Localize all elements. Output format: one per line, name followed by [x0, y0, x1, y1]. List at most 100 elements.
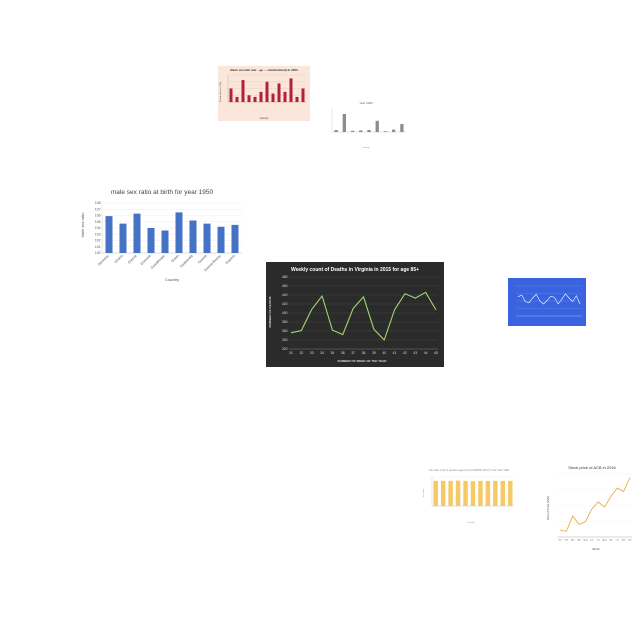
- x-tick-label: Jan: [558, 540, 562, 542]
- blue-line-svg: [516, 285, 582, 317]
- sex-ratio-1985-bar-chart: Sex ratio (m/f) of persons aged 0-14 (UN…: [420, 466, 518, 526]
- y-axis-label: Sex ratio: [422, 488, 425, 497]
- y-axis-label: Price of Stock (VND): [546, 496, 550, 520]
- bar: [400, 124, 404, 132]
- x-tick-label: Grenada: [140, 254, 152, 266]
- bar: [277, 83, 281, 102]
- bar: [375, 120, 379, 132]
- y-tick-label: 102: [95, 239, 101, 243]
- y-axis-label: NUMBER OF DEATHS: [268, 296, 272, 327]
- x-tick-label: Ghana: [114, 254, 124, 264]
- bar: [295, 96, 299, 102]
- x-axis-label: NUMBER OF WEEK OF THE YEAR: [338, 359, 388, 363]
- x-tick-label: 45: [434, 351, 438, 355]
- series-line: [290, 291, 437, 341]
- x-tick-label: Mar: [571, 539, 575, 542]
- bar: [301, 88, 305, 102]
- male-sex-ratio-bar-chart: male sex ratio at birth for year 1950 Ma…: [78, 184, 246, 286]
- bar: [105, 216, 113, 253]
- virginia-deaths-svg: Weekly count of Deaths in Virginia in 20…: [268, 267, 438, 363]
- x-tick-label: Oct: [616, 539, 620, 542]
- x-tick-label: Greece: [127, 254, 138, 265]
- x-tick-label: 33: [310, 351, 314, 355]
- bar: [189, 220, 197, 253]
- x-tick-label: 44: [424, 351, 428, 355]
- x-tick-label: 37: [351, 351, 355, 355]
- x-tick-label: Nov: [622, 540, 627, 542]
- y-tick-label: 380: [282, 320, 288, 324]
- x-tick-label: 36: [341, 351, 345, 355]
- x-axis-label: Country: [260, 117, 270, 120]
- chart-title: Stock price of ACB in 2016: [568, 465, 616, 470]
- x-axis-label: Country: [362, 146, 369, 149]
- chart-title: Sex ratio (m/f) of persons aged 0-14 (UN…: [429, 468, 510, 472]
- bar: [217, 226, 225, 253]
- bar: [342, 114, 346, 132]
- year-2000-svg: Year 2000 Country: [331, 101, 406, 149]
- plot-area: [227, 74, 306, 103]
- bar: [478, 480, 483, 506]
- bar: [231, 224, 239, 253]
- bar: [463, 480, 468, 506]
- acb-stock-line-chart: Stock price of ACB in 2016 Price of Stoc…: [544, 463, 636, 553]
- bar: [265, 81, 269, 102]
- suicide-rate-svg: Mean suicidal rate ...ge ... standardize…: [219, 68, 306, 120]
- y-tick-label: 360: [282, 329, 288, 333]
- y-tick-label: 106: [95, 214, 101, 218]
- bar: [271, 93, 275, 102]
- bar: [359, 130, 363, 132]
- x-tick-label: Jul: [597, 540, 600, 542]
- bar: [508, 480, 513, 506]
- acb-stock-svg: Stock price of ACB in 2016 Price of Stoc…: [546, 465, 633, 551]
- y-tick-label: 460: [282, 284, 288, 288]
- y-tick-label: 320: [282, 347, 288, 351]
- y-tick-label: 420: [282, 302, 288, 306]
- y-tick-label: 340: [282, 338, 288, 342]
- x-tick-label: 34: [320, 351, 324, 355]
- y-tick-label: 440: [282, 293, 288, 297]
- bar: [161, 230, 169, 253]
- y-tick-label: 104: [95, 226, 101, 230]
- y-tick-label: 101: [95, 245, 101, 249]
- bar: [247, 95, 251, 102]
- bar: [283, 91, 287, 102]
- x-tick-label: Feb: [564, 540, 569, 542]
- chart-title: Year 2000: [359, 101, 373, 105]
- bar: [175, 212, 183, 253]
- blue-line-chart: [508, 278, 586, 326]
- x-tick-label: Guadeloupe: [150, 254, 166, 270]
- plot-area: [331, 108, 406, 133]
- y-tick-label: 103: [95, 232, 101, 236]
- x-axis-label: Country: [165, 277, 179, 282]
- plot-area: [431, 476, 514, 507]
- suicide-rate-bar-chart: Mean suicidal rate ...ge ... standardize…: [218, 66, 310, 121]
- male-sex-ratio-svg: male sex ratio at birth for year 1950 Ma…: [80, 189, 242, 282]
- y-tick-label: 480: [282, 275, 288, 279]
- bar: [367, 130, 371, 132]
- bar: [229, 88, 233, 102]
- bar: [147, 228, 155, 253]
- x-tick-label: Apr: [577, 539, 581, 542]
- bar: [500, 480, 506, 506]
- chart-title: male sex ratio at birth for year 1950: [111, 189, 214, 196]
- bar: [119, 223, 127, 253]
- bar: [235, 96, 239, 102]
- plot-area: 320 340 360 380 400 420 440 460 480 31 32 33 34 35 36 3…: [282, 275, 438, 355]
- x-tick-label: Aug: [603, 539, 608, 542]
- bar: [493, 480, 498, 506]
- bar: [455, 480, 461, 506]
- bar: [289, 78, 293, 102]
- x-tick-label: May: [583, 540, 588, 542]
- bar: [241, 80, 245, 102]
- bar: [350, 130, 355, 132]
- x-tick-label: Dec: [628, 540, 633, 542]
- x-tick-label: 39: [372, 351, 376, 355]
- bar: [433, 480, 438, 506]
- bar: [440, 480, 446, 506]
- y-tick-label: 108: [95, 201, 101, 205]
- plot-area: Jan Feb Mar Apr May Jun Jul Aug Sep Oct Nov Dec: [558, 473, 633, 542]
- plot-area: [516, 285, 582, 317]
- bar: [448, 480, 453, 506]
- bar: [470, 481, 476, 506]
